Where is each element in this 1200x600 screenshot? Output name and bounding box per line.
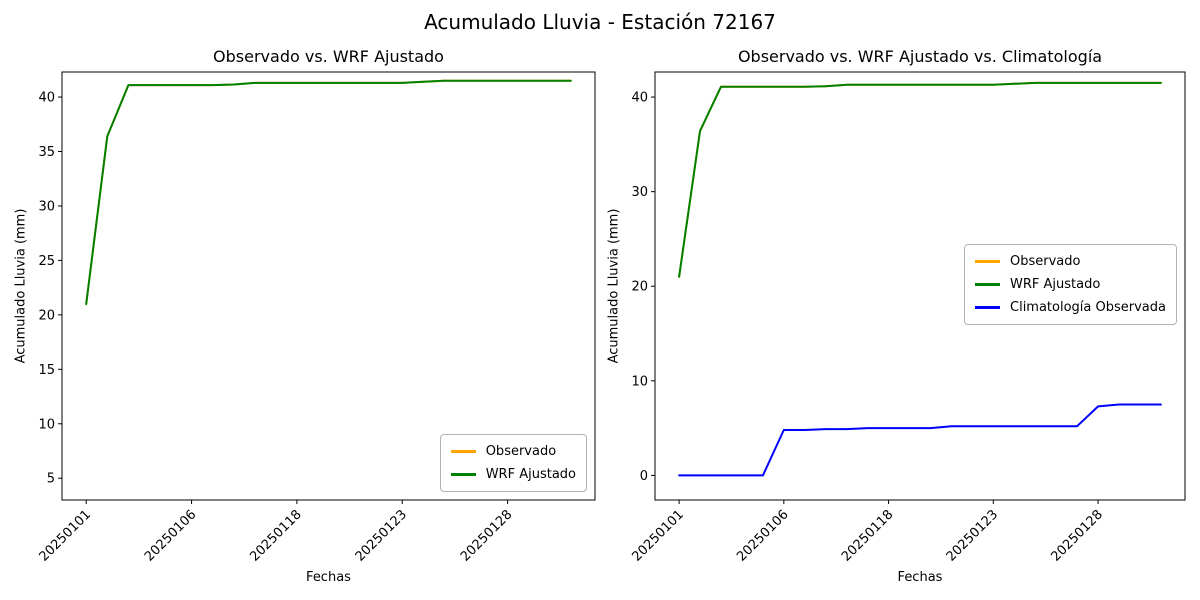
y-tick-label: 0 — [640, 469, 648, 484]
legend-entry: Climatología Observada — [975, 296, 1166, 319]
axes-frame — [61, 71, 596, 501]
line-swatch-wrf-ajustado — [450, 473, 476, 476]
y-tick-label: 40 — [631, 91, 648, 106]
x-tick-label: 20250118 — [839, 507, 896, 564]
y-tick-label: 30 — [38, 199, 55, 214]
x-axis-label-right: Fechas — [897, 570, 943, 585]
y-tick-label: 20 — [631, 280, 648, 295]
figure-title: Acumulado Lluvia - Estación 72167 — [424, 10, 776, 34]
x-axis-label-left: Fechas — [306, 570, 351, 585]
y-tick-label: 25 — [38, 254, 55, 269]
series-line-observado — [85, 79, 572, 305]
line-swatch-observado — [975, 260, 1000, 263]
x-tick-label: 20250118 — [247, 507, 304, 564]
y-tick-label: 5 — [47, 472, 55, 487]
series-line-wrf-ajustado — [85, 79, 572, 305]
x-tick-label: 20250101 — [37, 507, 94, 564]
series-line-wrf-ajustado — [678, 81, 1162, 278]
y-tick-label: 15 — [38, 363, 55, 378]
legend-label: WRF Ajustado — [1010, 277, 1101, 292]
legend-entry: Observado — [975, 250, 1166, 273]
line-swatch-climatologia-observada — [975, 306, 1000, 309]
y-tick-label: 10 — [38, 417, 55, 432]
x-tick-label: 20250128 — [1048, 507, 1105, 564]
x-tick-label: 20250128 — [458, 507, 515, 564]
x-tick-label: 20250123 — [944, 507, 1001, 564]
legend-left: Observado WRF Ajustado — [439, 434, 587, 492]
legend-label: Climatología Observada — [1010, 300, 1166, 315]
subplot-right-title: Observado vs. WRF Ajustado vs. Climatolo… — [737, 47, 1103, 66]
legend-entry: Observado — [450, 440, 576, 463]
line-swatch-wrf-ajustado — [975, 283, 1000, 286]
legend-label: Observado — [1010, 254, 1081, 269]
legend-label: WRF Ajustado — [485, 467, 576, 482]
x-tick-label: 20250123 — [353, 507, 410, 564]
y-tick-label: 35 — [38, 145, 55, 160]
series-line-climatología-observada — [678, 403, 1162, 477]
y-tick-label: 10 — [631, 374, 648, 389]
legend-right: Observado WRF Ajustado Climatología Obse… — [964, 244, 1177, 325]
x-tick-label: 20250106 — [734, 507, 791, 564]
x-tick-label: 20250106 — [142, 507, 199, 564]
line-swatch-observado — [450, 450, 476, 453]
y-axis-label-right: Acumulado Lluvia (mm) — [606, 208, 622, 364]
x-tick-label: 20250101 — [630, 507, 687, 564]
y-axis-label-left: Acumulado Lluvia (mm) — [13, 208, 29, 364]
legend-entry: WRF Ajustado — [975, 273, 1166, 296]
y-tick-label: 30 — [631, 185, 648, 200]
subplot-left-title: Observado vs. WRF Ajustado — [213, 47, 444, 66]
legend-label: Observado — [485, 444, 557, 459]
y-tick-label: 20 — [38, 308, 55, 323]
y-tick-label: 40 — [38, 91, 55, 106]
legend-entry: WRF Ajustado — [450, 463, 576, 486]
